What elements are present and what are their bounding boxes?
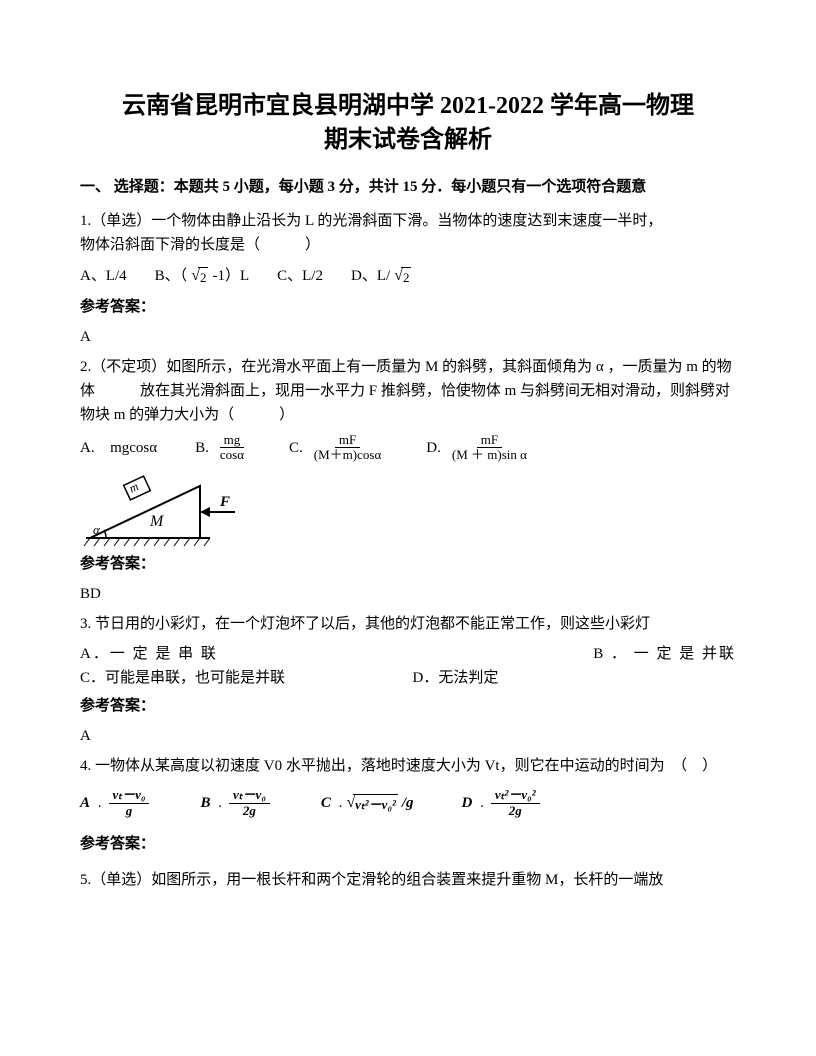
page-title: 云南省昆明市宜良县明湖中学 2021-2022 学年高一物理 期末试卷含解析 (80, 90, 736, 157)
q1-option-a: A、L/4 (80, 264, 127, 288)
q3-option-b: B ． 一 定 是 并联 (593, 642, 736, 666)
q2-answer-label: 参考答案： (80, 552, 736, 576)
q1-option-c: C、L/2 (277, 264, 323, 288)
question-5: 5.（单选）如图所示，用一根长杆和两个定滑轮的组合装置来提升重物 M，长杆的一端… (80, 868, 736, 892)
q1-stem-line1: 1.（单选）一个物体由静止沿长为 L 的光滑斜面下滑。当物体的速度达到末速度一半… (80, 209, 736, 233)
sqrt-icon: √vₜ²－v₀² (346, 790, 397, 816)
question-2: 2.（不定项）如图所示，在光滑水平面上有一质量为 M 的斜劈，其斜面倾角为 α … (80, 355, 736, 427)
q2-answer: BD (80, 582, 736, 606)
wedge-F-label: F (219, 494, 230, 510)
q1-option-b: B、（ √2 -1）L (155, 263, 249, 289)
fraction-icon: mF (M＋m)cosα (310, 433, 385, 463)
q2-option-b: B. mg cosα (195, 433, 251, 463)
q1-answer-label: 参考答案： (80, 295, 736, 319)
q3-option-d: D．无法判定 (413, 670, 499, 686)
question-4: 4. 一物体从某高度以初速度 V0 水平抛出，落地时速度大小为 Vt，则它在中运… (80, 754, 736, 778)
q3-row1: A．一 定 是 串 联 B ． 一 定 是 并联 (80, 642, 736, 666)
wedge-M-label: M (149, 513, 165, 530)
q2-option-d: D. mF (M ＋ m)sin α (426, 433, 534, 463)
q3-answer: A (80, 724, 736, 748)
q4-options: A . vₜ－v₀ g B . vₜ－v₀ 2g C . √vₜ²－v₀² /g… (80, 788, 736, 818)
fraction-icon: mF (M ＋ m)sin α (448, 433, 531, 463)
q2-option-c: C. mF (M＋m)cosα (289, 433, 388, 463)
question-3: 3. 节日用的小彩灯，在一个灯泡坏了以后，其他的灯泡都不能正常工作，则这些小彩灯 (80, 612, 736, 636)
title-line-2: 期末试卷含解析 (80, 124, 736, 158)
wedge-diagram-icon: M m F α (80, 468, 250, 548)
q3-row2: C．可能是串联，也可能是并联 D．无法判定 (80, 666, 736, 690)
q4-option-b: B . vₜ－v₀ 2g (200, 788, 272, 818)
fraction-icon: vₜ－v₀ g (109, 788, 150, 818)
wedge-alpha-label: α (93, 522, 101, 537)
sqrt-icon: √2 (191, 263, 208, 289)
q4-option-d: D . vₜ²－v₀² 2g (462, 788, 543, 818)
q2-option-a: A. mgcosα (80, 436, 157, 460)
q2-options: A. mgcosα B. mg cosα C. mF (M＋m)cosα D. … (80, 433, 736, 463)
q3-option-c: C．可能是串联，也可能是并联 (80, 670, 285, 686)
title-line-1: 云南省昆明市宜良县明湖中学 2021-2022 学年高一物理 (80, 90, 736, 124)
section-1-header: 一、 选择题：本题共 5 小题，每小题 3 分，共计 15 分．每小题只有一个选… (80, 175, 736, 199)
exam-page: 云南省昆明市宜良县明湖中学 2021-2022 学年高一物理 期末试卷含解析 一… (0, 0, 816, 938)
q4-option-a: A . vₜ－v₀ g (80, 788, 152, 818)
q3-option-a: A．一 定 是 串 联 (80, 642, 218, 666)
sqrt-icon: √2 (394, 263, 411, 289)
fraction-icon: mg cosα (216, 433, 248, 463)
question-1: 1.（单选）一个物体由静止沿长为 L 的光滑斜面下滑。当物体的速度达到末速度一半… (80, 209, 736, 257)
q4-answer-label: 参考答案： (80, 832, 736, 856)
q1-options: A、L/4 B、（ √2 -1）L C、L/2 D、L/ √2 (80, 263, 736, 289)
q1-answer: A (80, 325, 736, 349)
fraction-icon: vₜ²－v₀² 2g (491, 788, 540, 818)
q1-stem-line2: 物体沿斜面下滑的长度是（ ） (80, 233, 736, 257)
q1-option-d: D、L/ √2 (351, 263, 411, 289)
fraction-icon: vₜ－v₀ 2g (229, 788, 270, 818)
q4-option-c: C . √vₜ²－v₀² /g (321, 790, 414, 816)
q3-answer-label: 参考答案： (80, 694, 736, 718)
